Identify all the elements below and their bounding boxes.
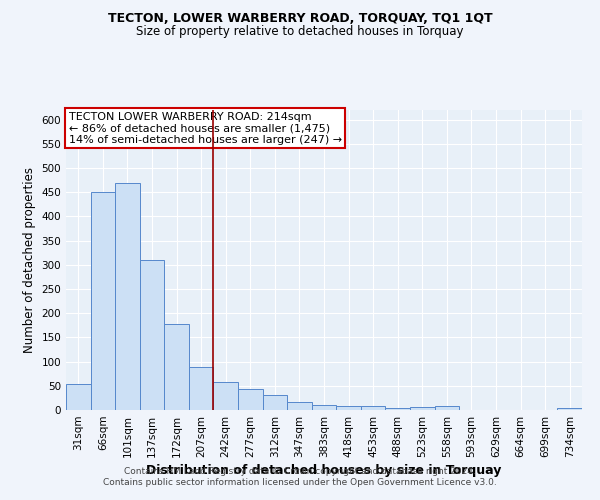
Bar	[410, 407, 434, 410]
Bar	[66, 384, 91, 410]
Bar	[361, 406, 385, 410]
Text: TECTON, LOWER WARBERRY ROAD, TORQUAY, TQ1 1QT: TECTON, LOWER WARBERRY ROAD, TORQUAY, TQ…	[107, 12, 493, 26]
Y-axis label: Number of detached properties: Number of detached properties	[23, 167, 36, 353]
Bar	[287, 402, 312, 410]
Bar	[164, 324, 189, 410]
Bar	[312, 405, 336, 410]
Bar	[238, 389, 263, 410]
Text: TECTON LOWER WARBERRY ROAD: 214sqm
← 86% of detached houses are smaller (1,475)
: TECTON LOWER WARBERRY ROAD: 214sqm ← 86%…	[68, 112, 342, 144]
Bar	[214, 382, 238, 410]
Bar	[140, 260, 164, 410]
Bar	[434, 406, 459, 410]
Text: Contains HM Land Registry data © Crown copyright and database right 2024.: Contains HM Land Registry data © Crown c…	[124, 467, 476, 476]
Text: Contains public sector information licensed under the Open Government Licence v3: Contains public sector information licen…	[103, 478, 497, 487]
Bar	[263, 394, 287, 410]
Bar	[115, 182, 140, 410]
Bar	[385, 408, 410, 410]
Text: Size of property relative to detached houses in Torquay: Size of property relative to detached ho…	[136, 25, 464, 38]
X-axis label: Distribution of detached houses by size in Torquay: Distribution of detached houses by size …	[146, 464, 502, 477]
Bar	[336, 406, 361, 410]
Bar	[189, 368, 214, 410]
Bar	[557, 408, 582, 410]
Bar	[91, 192, 115, 410]
